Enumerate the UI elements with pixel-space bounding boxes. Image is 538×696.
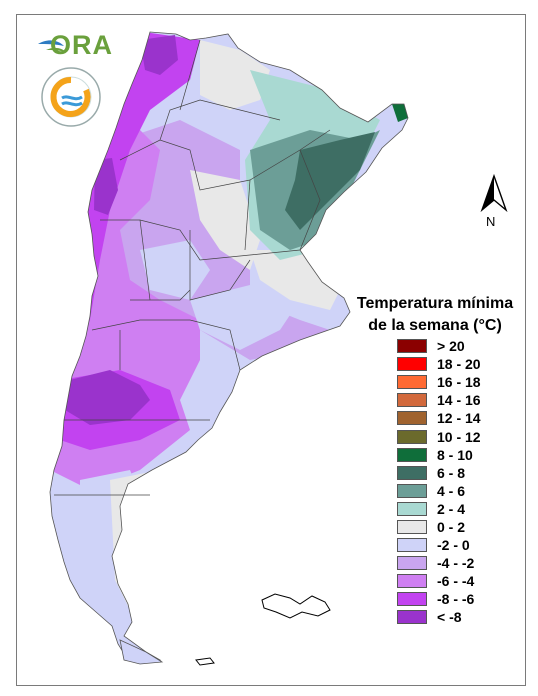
legend-swatch [397, 429, 427, 444]
legend-swatch [397, 375, 427, 390]
legend-label: > 20 [437, 338, 465, 355]
legend-label: 4 - 6 [437, 482, 466, 499]
zone-0-2-ne [200, 40, 270, 110]
legend-label: 0 - 2 [437, 518, 466, 535]
zone-below-minus8-cuyo [94, 158, 118, 215]
legend-swatch [397, 556, 427, 571]
legend-label: 2 - 4 [437, 500, 466, 517]
legend-label: -6 - -4 [437, 573, 475, 590]
ora-logo-text: ORA [50, 30, 113, 60]
legend-swatch [397, 447, 427, 462]
country-outline [49, 31, 409, 661]
legend-swatch [397, 501, 427, 516]
legend-row: -2 - 0 [397, 536, 481, 554]
legend-swatch [397, 610, 427, 625]
north-label: N [486, 214, 496, 229]
legend-swatch [397, 483, 427, 498]
zone-6-8 [285, 132, 375, 230]
legend-swatch [397, 411, 427, 426]
legend-row: 16 - 18 [397, 373, 481, 391]
zone-0-2-center [190, 170, 260, 270]
legend-label: < -8 [437, 609, 462, 626]
zone-minus2-pampa [140, 240, 210, 300]
legend-swatch [397, 465, 427, 480]
province-boundaries [54, 39, 331, 496]
isla-estados [195, 657, 215, 666]
malvinas-islands [261, 593, 331, 619]
legend-label: 10 - 12 [437, 428, 481, 445]
legend-row: 10 - 12 [397, 427, 481, 445]
legend-row: 2 - 4 [397, 500, 481, 518]
legend-label: 6 - 8 [437, 464, 466, 481]
legend-swatch [397, 393, 427, 408]
zone-minus2-center [190, 285, 300, 350]
legend-swatch [397, 574, 427, 589]
legend-label: 14 - 16 [437, 392, 481, 409]
legend-row: 12 - 14 [397, 409, 481, 427]
legend-row: 18 - 20 [397, 355, 481, 373]
legend-title-line1: Temperatura mínima [356, 295, 514, 312]
legend-swatch [397, 538, 427, 553]
north-arrow-icon [480, 173, 508, 213]
legend-swatch [397, 592, 427, 607]
zone-8-10 [392, 104, 408, 122]
legend-row: -8 - -6 [397, 590, 481, 608]
tierra-del-fuego [119, 639, 164, 665]
zone-below-minus8-north [140, 35, 178, 75]
ora-logo-icon [38, 40, 66, 52]
legend-label: -4 - -2 [437, 555, 475, 572]
legend-swatch [397, 519, 427, 534]
legend-row: 4 - 6 [397, 482, 481, 500]
legend: > 20 18 - 20 16 - 18 14 - 16 12 - 14 10 - 12 8… [397, 337, 481, 627]
legend-swatch [397, 357, 427, 372]
legend-row: > 20 [397, 337, 481, 355]
legend-row: 14 - 16 [397, 391, 481, 409]
legend-row: -6 - -4 [397, 572, 481, 590]
legend-row: < -8 [397, 608, 481, 626]
legend-row: 0 - 2 [397, 518, 481, 536]
legend-label: -2 - 0 [437, 537, 470, 554]
legend-label: 8 - 10 [437, 446, 473, 463]
legend-label: -8 - -6 [437, 591, 475, 608]
legend-title: Temperatura mínima de la semana (°C) [340, 293, 530, 337]
legend-swatch [397, 339, 427, 354]
legend-row: -4 - -2 [397, 554, 481, 572]
legend-row: 6 - 8 [397, 464, 481, 482]
zone-below-minus8 [65, 370, 150, 425]
legend-row: 8 - 10 [397, 446, 481, 464]
smn-logo-icon [41, 67, 101, 127]
legend-label: 12 - 14 [437, 410, 481, 427]
legend-title-line2: de la semana (°C) [368, 317, 502, 334]
legend-label: 18 - 20 [437, 356, 481, 373]
legend-label: 16 - 18 [437, 374, 481, 391]
